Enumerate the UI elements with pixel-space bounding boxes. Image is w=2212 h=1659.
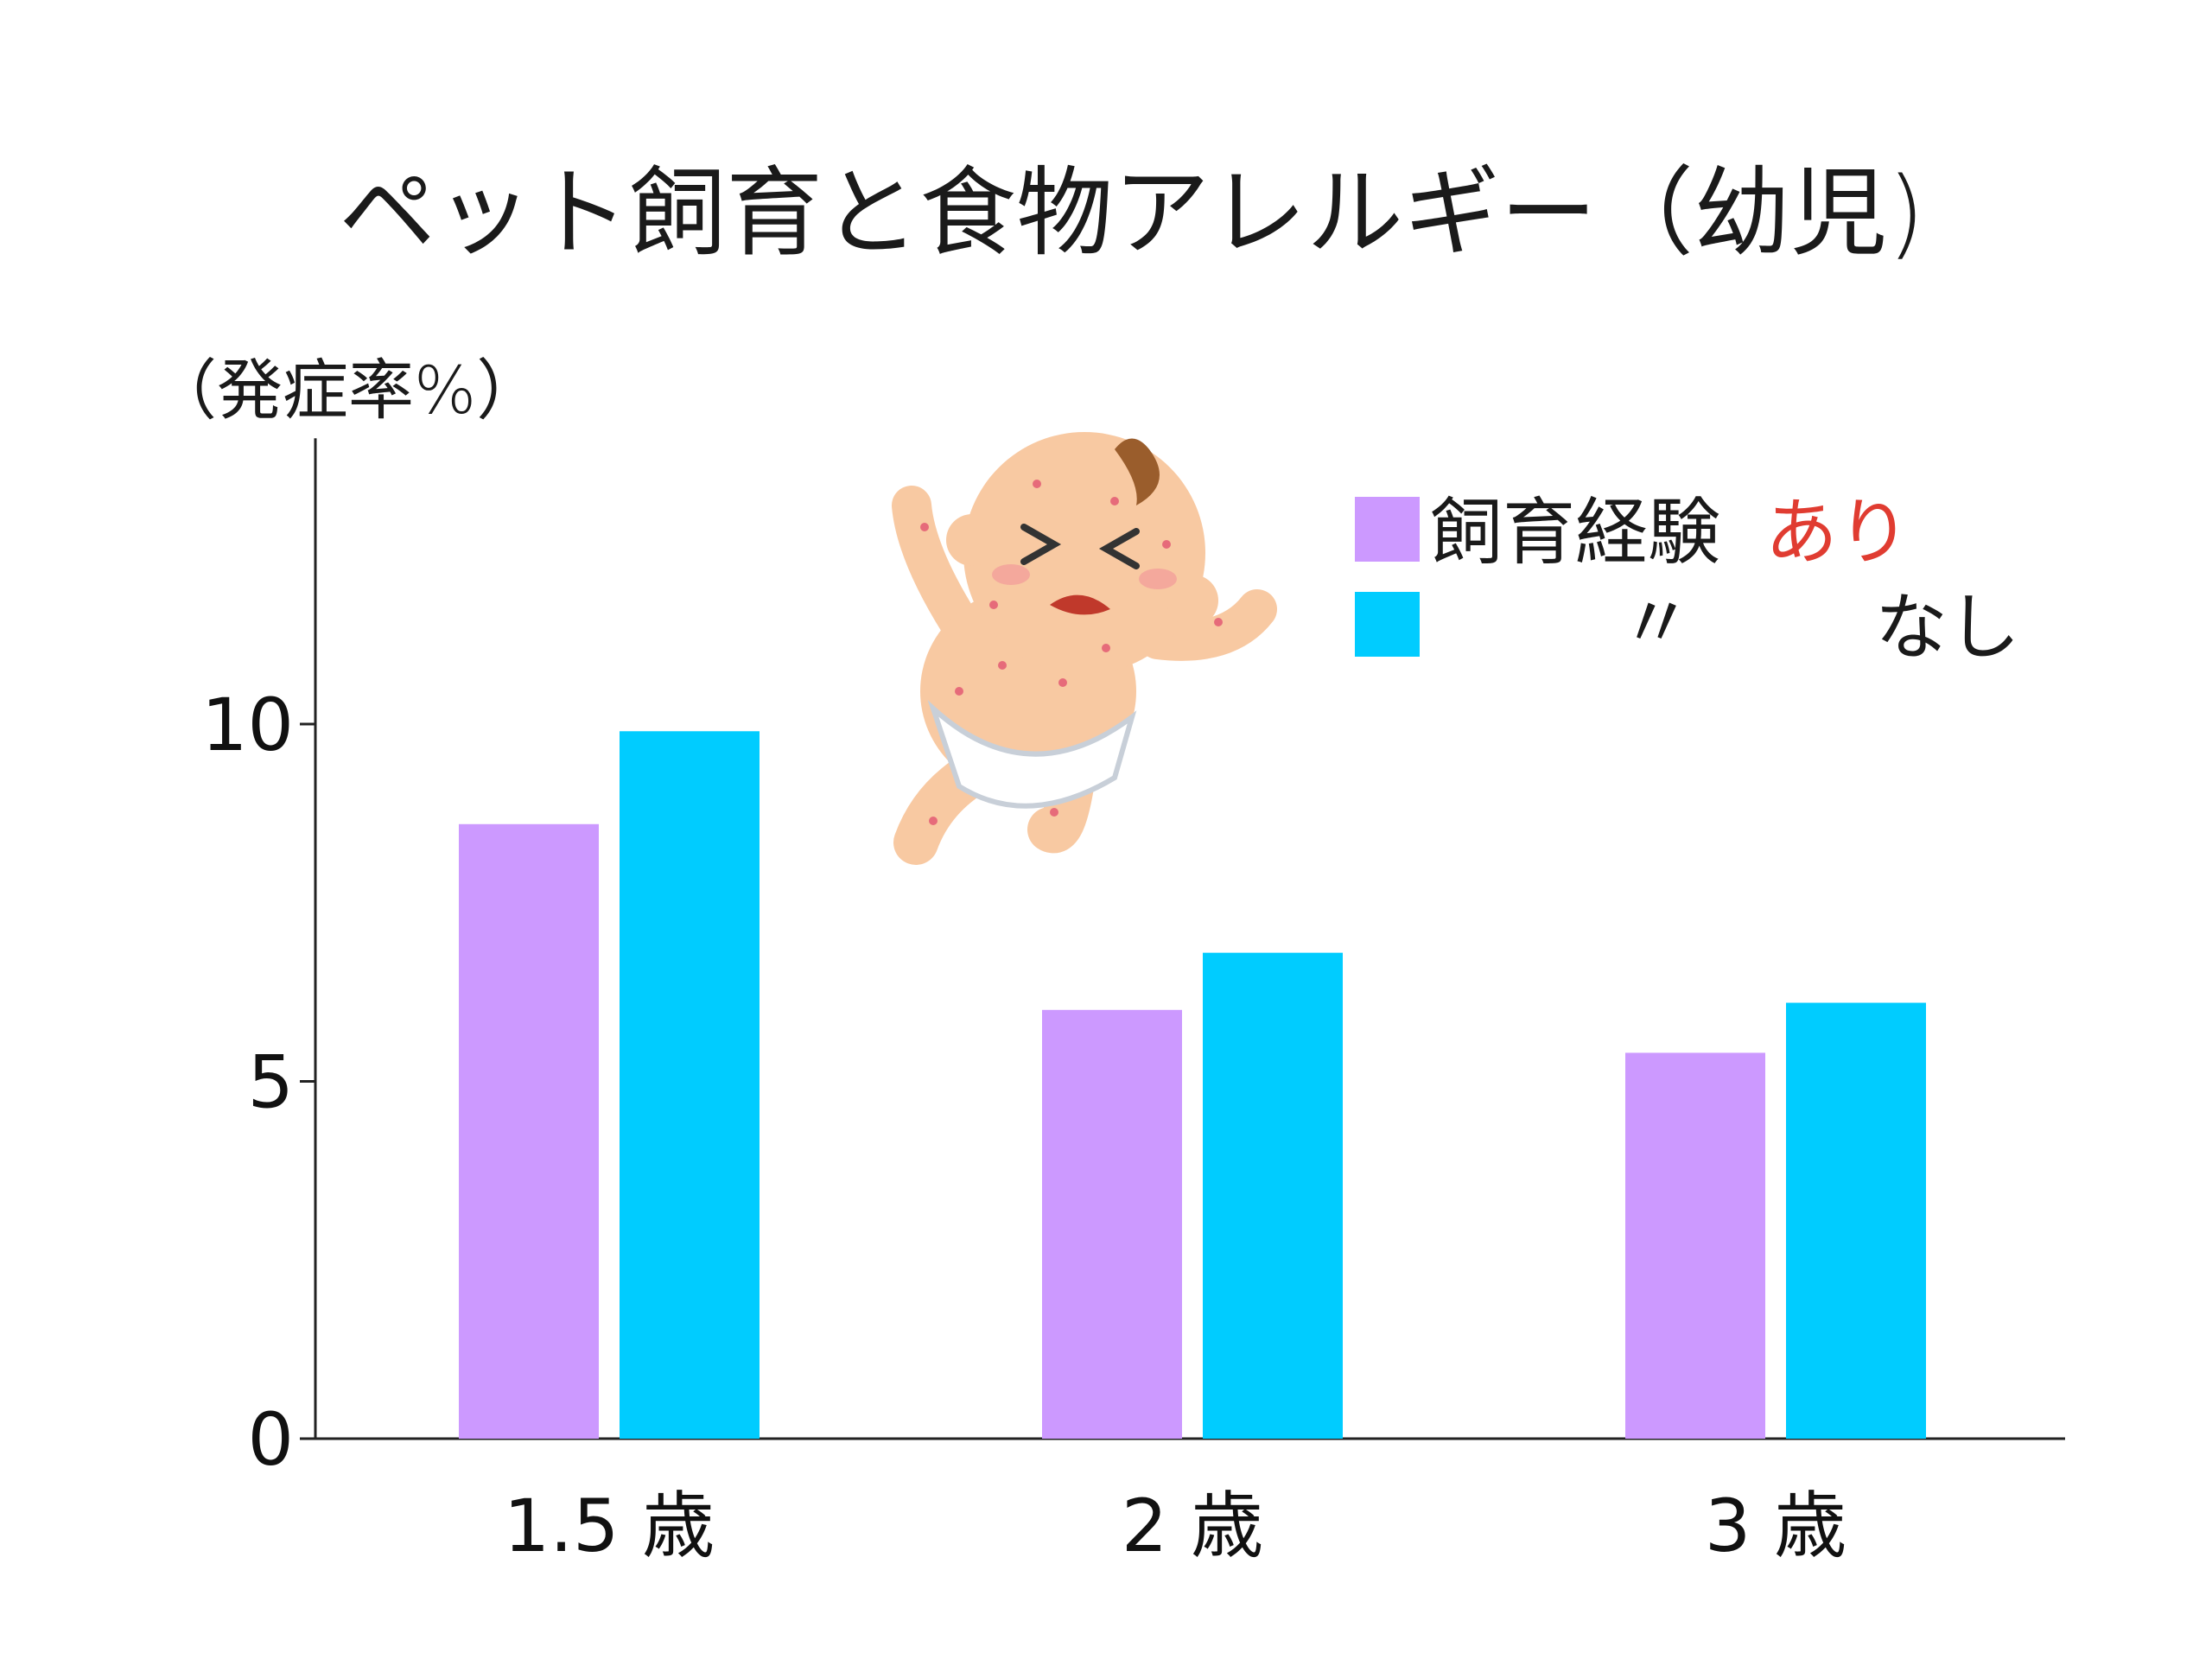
bar-with-pet <box>1625 1052 1765 1439</box>
legend-prefix-with-pet: 飼育経験 <box>1430 490 1720 575</box>
legend-label-with-pet: 飼育経験 あり <box>1430 490 1910 575</box>
x-tick-label: 1.5 歳 <box>504 1484 715 1568</box>
legend-swatch-without-pet <box>1355 592 1420 657</box>
legend-suffix-without-pet: なし <box>1875 585 2020 670</box>
bar-without-pet <box>620 731 760 1439</box>
chart-title: ペット飼育と食物アレルギー（幼児) <box>339 157 1925 270</box>
bar-with-pet <box>459 823 599 1439</box>
bar-with-pet <box>1042 1009 1182 1439</box>
x-tick-label: 3 歳 <box>1705 1484 1847 1568</box>
x-tick-label: 2 歳 <box>1122 1484 1263 1568</box>
baby-with-rash-icon <box>892 432 1277 865</box>
bar-without-pet <box>1786 1002 1926 1439</box>
y-axis-label: （発症率%） <box>151 352 542 429</box>
legend-swatch-with-pet <box>1355 497 1420 562</box>
bar-without-pet <box>1203 952 1343 1439</box>
y-tick-label: 5 <box>248 1040 294 1125</box>
legend-suffix-with-pet: あり <box>1765 490 1910 575</box>
y-tick-label: 10 <box>201 683 294 767</box>
legend-ditto-mark: 〃 <box>1620 581 1693 665</box>
y-tick-label: 0 <box>248 1397 294 1482</box>
legend: 飼育経験 あり 〃 なし <box>1355 490 2020 670</box>
plot-area: 0 5 10 1.5 歳 2 歳 3 歳 <box>201 438 2065 1568</box>
